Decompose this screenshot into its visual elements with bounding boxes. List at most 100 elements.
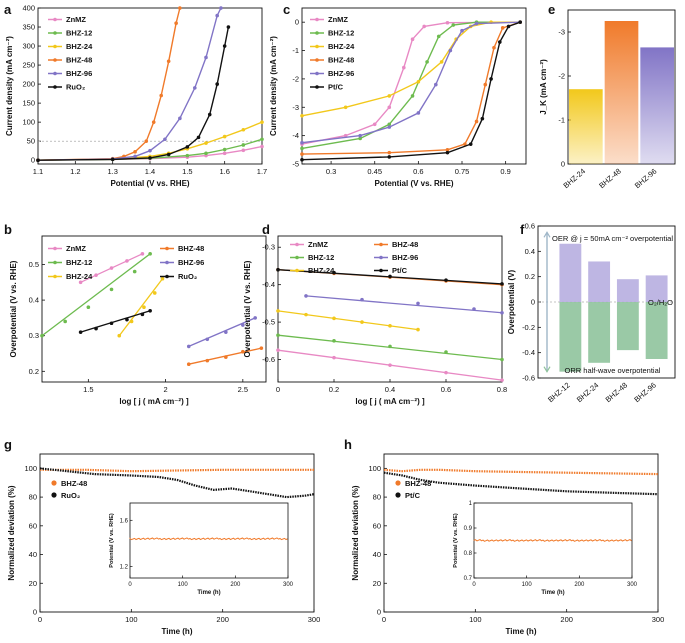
legend-marker bbox=[379, 242, 383, 247]
panel-label-f: f bbox=[520, 222, 525, 237]
data-point bbox=[205, 358, 210, 363]
data-point bbox=[226, 25, 231, 29]
y-tick-label: -3 bbox=[292, 103, 299, 112]
data-point bbox=[160, 276, 165, 281]
x-tick-label: 0.6 bbox=[413, 167, 423, 176]
data-point bbox=[140, 312, 145, 317]
y-tick-label: 150 bbox=[22, 99, 35, 108]
x-axis-title: Potential (V vs. RHE) bbox=[110, 179, 189, 188]
data-point bbox=[94, 273, 98, 277]
data-point bbox=[148, 308, 152, 313]
y-tick-label: -0.6 bbox=[262, 355, 275, 364]
data-point bbox=[300, 146, 304, 151]
bar-BHZ-24 bbox=[569, 89, 603, 164]
x-tick-label: 1.5 bbox=[83, 385, 93, 394]
data-point bbox=[360, 297, 364, 302]
data-point bbox=[436, 34, 441, 39]
legend-marker bbox=[295, 255, 299, 260]
y-tick-label: 0 bbox=[561, 160, 565, 169]
data-point bbox=[125, 259, 129, 263]
y-axis-title: Normalized deviation (%) bbox=[7, 485, 16, 580]
data-point bbox=[140, 252, 145, 256]
data-point bbox=[193, 86, 197, 90]
legend-label: BHZ-48 bbox=[66, 56, 92, 65]
x-tick-label: 1.5 bbox=[182, 167, 192, 176]
y-tick-label: 0 bbox=[295, 18, 299, 27]
data-point bbox=[387, 105, 392, 110]
data-point bbox=[276, 267, 280, 272]
data-point bbox=[224, 330, 228, 334]
x-tick-label: 1.7 bbox=[257, 167, 267, 176]
panel-label-g: g bbox=[4, 437, 12, 452]
data-point bbox=[444, 278, 448, 282]
legend-label: BHZ-24 bbox=[328, 42, 355, 51]
inset-x-tick-label: 0 bbox=[472, 582, 476, 588]
data-point bbox=[358, 136, 362, 141]
data-point bbox=[410, 94, 415, 98]
y-tick-label: 0.5 bbox=[29, 260, 39, 269]
x-tick-label: 0.8 bbox=[497, 385, 507, 394]
data-point bbox=[388, 274, 392, 279]
data-point bbox=[463, 142, 467, 146]
data-point bbox=[474, 119, 479, 124]
data-point bbox=[483, 82, 488, 87]
x-tick-label: 1.2 bbox=[70, 167, 80, 176]
x-tick-label: 0.9 bbox=[500, 167, 510, 176]
data-point bbox=[205, 337, 210, 342]
x-tick-label: 300 bbox=[652, 615, 665, 624]
data-point bbox=[185, 153, 190, 158]
data-point bbox=[388, 324, 392, 328]
legend-marker bbox=[315, 58, 319, 62]
data-point bbox=[439, 60, 444, 64]
data-point bbox=[372, 122, 377, 127]
data-point bbox=[36, 158, 40, 162]
data-point bbox=[474, 21, 479, 26]
data-point bbox=[241, 323, 245, 327]
data-point bbox=[222, 151, 227, 156]
legend-marker bbox=[315, 85, 319, 89]
bar-ORR-BHZ-24 bbox=[588, 302, 611, 363]
legend-label: ZnMZ bbox=[308, 240, 328, 249]
data-point bbox=[387, 150, 392, 155]
plot-frame-h bbox=[383, 453, 659, 613]
data-point bbox=[253, 316, 257, 320]
inset-y-tick-label: 1.6 bbox=[120, 518, 129, 524]
arrow-head-up bbox=[543, 231, 551, 238]
data-point bbox=[86, 305, 91, 310]
bar-OER-BHZ-24 bbox=[588, 261, 611, 302]
data-point bbox=[110, 157, 115, 162]
series-line-BHZ-48 bbox=[37, 7, 181, 161]
y-tick-label: 60 bbox=[29, 521, 37, 530]
x-tick-label: 0.45 bbox=[367, 167, 382, 176]
series-line-BHZ-96 bbox=[37, 7, 222, 161]
inset-series-BHZ-48 bbox=[473, 539, 632, 542]
y-tick-label: 40 bbox=[373, 550, 381, 559]
panel-label-e: e bbox=[548, 2, 555, 17]
data-point bbox=[207, 112, 212, 117]
y-axis-title: J_K (mA cm⁻²) bbox=[539, 59, 548, 115]
x-tick-label: 1.4 bbox=[145, 167, 155, 176]
legend-marker bbox=[53, 31, 57, 35]
data-point bbox=[300, 157, 304, 162]
data-point bbox=[422, 24, 426, 29]
legend-marker bbox=[165, 274, 169, 279]
data-point bbox=[151, 120, 156, 124]
inset-x-tick-label: 200 bbox=[574, 582, 585, 588]
inset-x-tick-label: 200 bbox=[230, 582, 241, 588]
data-point bbox=[506, 24, 511, 29]
data-point bbox=[219, 6, 223, 10]
data-point bbox=[402, 65, 406, 70]
data-point bbox=[445, 20, 450, 25]
legend-label: ZnMZ bbox=[66, 244, 86, 253]
data-point bbox=[343, 133, 348, 138]
data-point bbox=[260, 144, 264, 149]
x-tick-label: 2 bbox=[164, 385, 168, 394]
legend-marker bbox=[295, 242, 299, 247]
legend-marker bbox=[395, 492, 401, 498]
legend-label: BHZ-12 bbox=[328, 29, 354, 38]
data-point bbox=[241, 349, 245, 354]
data-point bbox=[133, 154, 137, 159]
series-line-RuO₂ bbox=[39, 467, 315, 499]
legend-label: BHZ-12 bbox=[66, 29, 92, 38]
